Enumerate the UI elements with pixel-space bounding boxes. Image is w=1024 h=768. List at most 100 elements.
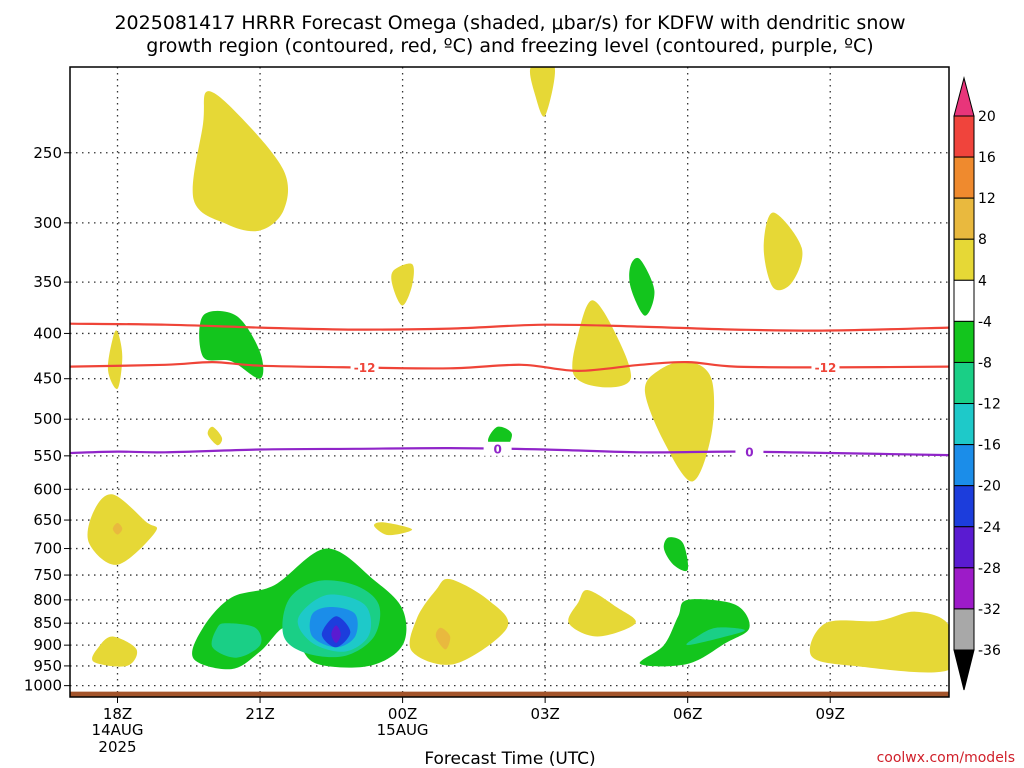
y-tick-label: 750 (33, 566, 62, 584)
colorbar-label: -20 (978, 479, 1001, 495)
contour-label: 0 (493, 442, 501, 456)
y-tick-label: 450 (33, 370, 62, 388)
colorbar-swatch (953, 156, 975, 199)
x-axis-label: Forecast Time (UTC) (424, 749, 595, 768)
colorbar-label: -32 (978, 602, 1001, 618)
dgz-contour-lower (70, 360, 949, 373)
y-tick-label: 300 (33, 214, 62, 232)
omega-region (409, 578, 509, 665)
omega-region (87, 494, 158, 565)
omega-region (107, 330, 123, 390)
y-tick-label: 650 (33, 511, 62, 529)
y-tick-label: 550 (33, 447, 62, 465)
contours: -12 -12 0 0 (70, 322, 949, 459)
y-tick-label: 900 (33, 636, 62, 654)
contour-label-bg (350, 360, 379, 375)
omega-region (112, 523, 123, 535)
colorbar-swatch (953, 279, 975, 322)
omega-region (809, 611, 949, 673)
omega-region (568, 590, 636, 637)
contour-label: 0 (745, 445, 753, 459)
colorbar-bottom-arrow (953, 649, 975, 691)
y-tick-label: 950 (33, 657, 62, 675)
colorbar-swatch (953, 444, 975, 487)
y-tick-label: 600 (33, 480, 62, 498)
x-tick-label: 18Z (103, 705, 132, 723)
colorbar-label: -24 (978, 520, 1001, 536)
credit-text: coolwx.com/models (877, 750, 1015, 766)
omega-region (686, 627, 745, 646)
omega-region (373, 522, 413, 536)
y-axis: 250 300 350 400 450 500 550 600 650 700 750 800 850 9… (24, 144, 70, 695)
colorbar-label: 8 (978, 232, 987, 248)
omega-region (331, 625, 341, 643)
omega-region (92, 636, 138, 667)
x-tick-label: 06Z (673, 705, 702, 723)
colorbar: 20 16 12 8 4 -4 -8 -12 -16 -20 -24 -28 -32 -36 (953, 76, 1001, 691)
colorbar-swatch (953, 526, 975, 569)
colorbar-swatch (953, 320, 975, 363)
omega-region (211, 623, 262, 658)
colorbar-label: -4 (978, 314, 992, 330)
omega-region (207, 426, 223, 446)
x-tick-date: 14AUG (92, 721, 144, 739)
plot-area: -12 -12 0 0 (69, 66, 950, 698)
colorbar-label: 12 (978, 191, 996, 207)
colorbar-swatch (953, 197, 975, 240)
colorbar-swatch (953, 608, 975, 651)
y-tick-label: 1000 (24, 677, 62, 695)
contour-label: -12 (354, 361, 376, 375)
colorbar-swatch (953, 238, 975, 281)
x-tick-label: 03Z (530, 705, 559, 723)
y-tick-label: 700 (33, 540, 62, 558)
colorbar-label: -8 (978, 355, 992, 371)
omega-region (435, 627, 451, 650)
x-tick-date: 15AUG (377, 721, 429, 739)
omega-region (529, 67, 556, 117)
contour-label: -12 (815, 361, 837, 375)
y-tick-label: 800 (33, 591, 62, 609)
omega-region (629, 257, 655, 316)
contour-label-bg (735, 444, 764, 459)
colorbar-label: 4 (978, 273, 987, 289)
colorbar-swatch (953, 403, 975, 446)
omega-region (572, 300, 632, 388)
omega-region (639, 599, 750, 667)
chart-title-line-1: 2025081417 HRRR Forecast Omega (shaded, … (114, 12, 905, 34)
colorbar-label: 20 (978, 109, 996, 125)
omega-shading (87, 67, 949, 673)
contour-label-bg (811, 360, 840, 375)
colorbar-label: 16 (978, 150, 996, 166)
freezing-level-contour (70, 446, 949, 457)
contour-label-bg (483, 441, 512, 456)
ground-below-surface (70, 691, 949, 697)
omega-region (192, 91, 289, 232)
y-tick-label: 850 (33, 614, 62, 632)
omega-region (763, 212, 803, 291)
colorbar-swatch (953, 567, 975, 610)
grid-lines (70, 67, 949, 697)
colorbar-swatch (953, 361, 975, 405)
x-tick-label: 21Z (245, 705, 274, 723)
dgz-contour-upper (70, 322, 949, 332)
colorbar-label: -36 (978, 643, 1001, 659)
x-tick-label: 09Z (816, 705, 845, 723)
x-tick-year: 2025 (98, 738, 136, 756)
y-tick-label: 400 (33, 324, 62, 342)
y-tick-label: 250 (33, 144, 62, 162)
colorbar-label: -16 (978, 438, 1001, 454)
colorbar-top-arrow (953, 76, 975, 117)
colorbar-swatch (953, 115, 975, 158)
y-tick-label: 350 (33, 273, 62, 291)
omega-region (391, 263, 414, 306)
colorbar-swatch (953, 485, 975, 528)
plot-frame (69, 66, 950, 698)
chart-title-line-2: growth region (contoured, red, ºC) and f… (146, 35, 873, 57)
omega-region (663, 537, 689, 572)
colorbar-label: -28 (978, 561, 1001, 577)
y-tick-label: 500 (33, 410, 62, 428)
colorbar-label: -12 (978, 397, 1001, 413)
x-tick-label: 00Z (388, 705, 417, 723)
